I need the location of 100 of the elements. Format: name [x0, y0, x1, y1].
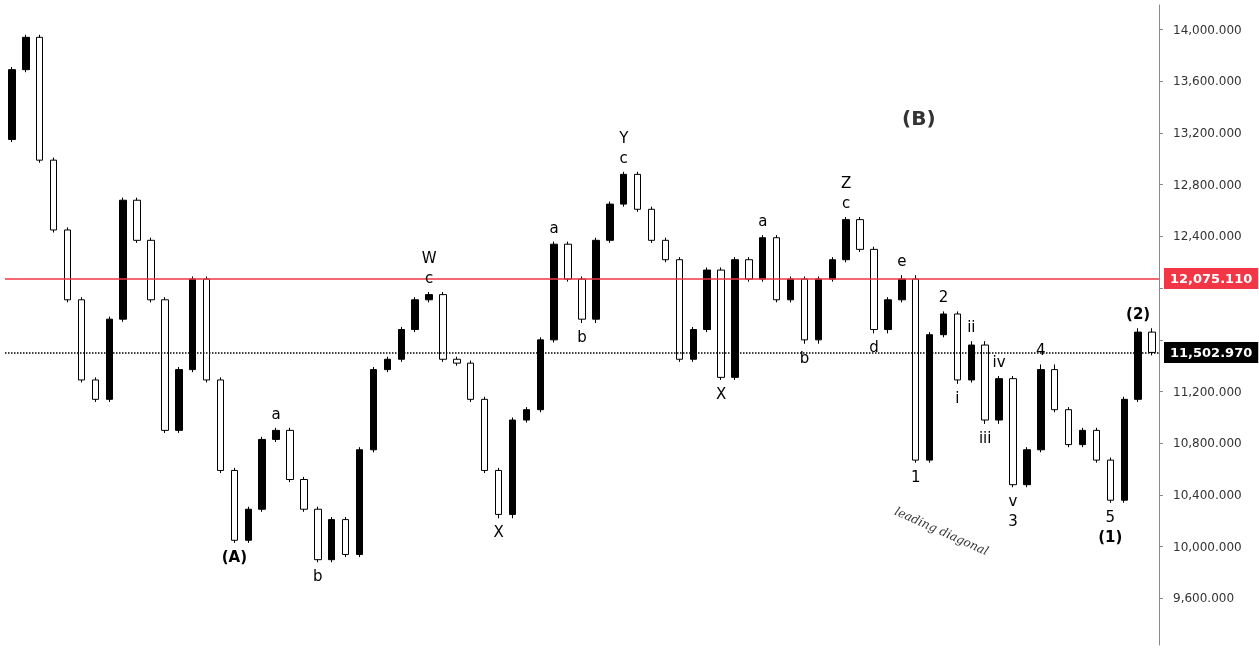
annotation: X [715, 384, 727, 403]
candlestick [870, 246, 878, 334]
annotation: iv [992, 353, 1006, 372]
annotation: b [313, 567, 323, 586]
candlestick [314, 506, 322, 563]
annotation: Z [841, 174, 852, 193]
candlestick [245, 506, 252, 544]
annotation: d [869, 338, 879, 357]
candlestick [22, 34, 30, 73]
annotation: (B) [902, 106, 936, 130]
annotation: 1 [910, 467, 921, 486]
candlestick [1051, 363, 1058, 413]
candlestick [898, 274, 906, 303]
annotation: a [758, 212, 768, 231]
candlestick [175, 366, 183, 434]
candlestick [370, 366, 377, 453]
candlestick [92, 376, 99, 403]
candlestick [509, 416, 516, 519]
candlestick [231, 467, 238, 544]
y-tick-label: 14,000.000 [1173, 22, 1242, 37]
candlestick [1121, 396, 1128, 504]
annotation: c [842, 194, 851, 213]
candlestick [592, 237, 600, 324]
candlestick [856, 216, 864, 253]
candlestick [1065, 406, 1072, 448]
ref-line-label: 11,502.970 [1170, 344, 1253, 360]
annotation: a [271, 404, 281, 423]
annotation: ii [967, 318, 976, 337]
y-tick-label: 13,600.000 [1173, 74, 1242, 89]
candlestick [842, 216, 850, 263]
annotation: (A) [221, 547, 248, 566]
y-tick-label: 10,400.000 [1173, 488, 1242, 503]
candlestick [411, 296, 419, 333]
candlestick [648, 206, 655, 244]
annotation: W [421, 249, 437, 268]
candlestick [1037, 363, 1045, 453]
candlestick [829, 256, 836, 283]
candlestick [884, 296, 892, 334]
candlestick [703, 266, 711, 333]
candlestick [356, 446, 363, 558]
candlestick [940, 310, 947, 338]
candlestick [662, 237, 669, 263]
candlestick [64, 226, 71, 303]
candlestick [425, 291, 433, 303]
y-tick-label: 12,800.000 [1173, 177, 1242, 192]
candlestick [550, 241, 558, 343]
candlestick [1079, 427, 1086, 448]
candlestick [217, 376, 224, 474]
candlestick [523, 406, 530, 424]
annotation: X [493, 523, 504, 542]
candlestick [300, 476, 308, 513]
candlestick [342, 516, 349, 558]
y-tick-label: 10,800.000 [1173, 436, 1242, 451]
annotation: Y [618, 128, 630, 147]
candlestick [272, 427, 280, 443]
candlestick [620, 171, 627, 208]
candlestick [147, 237, 155, 303]
candlestick [773, 234, 780, 303]
y-tick-label: 11,200.000 [1173, 384, 1242, 399]
candlestick [1093, 427, 1100, 464]
candlestick [384, 356, 391, 373]
candlestick [634, 171, 641, 213]
candlestick [745, 256, 753, 283]
annotation: v [1008, 492, 1018, 511]
candlestick [133, 197, 141, 244]
annotation: 2 [938, 288, 949, 307]
annotation: 3 [1008, 512, 1018, 531]
candlestick [578, 276, 586, 324]
annotation: e [897, 252, 907, 271]
candlestick [286, 427, 294, 483]
candlestick [50, 157, 57, 234]
annotation: 5 [1105, 507, 1116, 526]
annotation: (2) [1126, 305, 1151, 324]
annotation: 4 [1036, 341, 1046, 360]
candlestick [495, 467, 502, 519]
candlestick [119, 197, 127, 323]
candlestick [258, 436, 266, 513]
annotation: b [799, 348, 810, 367]
ref-line-label: 12,075.110 [1170, 270, 1253, 286]
candlestick [564, 241, 572, 283]
candlestick [1009, 375, 1017, 488]
candlestick [467, 360, 474, 403]
candlestick [8, 66, 16, 143]
candlestick [815, 276, 822, 345]
candlestick [1107, 457, 1114, 504]
candlestick [1023, 446, 1031, 488]
candlestick [759, 234, 766, 283]
y-tick-label: 12,400.000 [1173, 229, 1242, 244]
candlestick [606, 201, 614, 244]
annotation: (1) [1098, 527, 1123, 546]
candlestick [453, 356, 461, 367]
candlestick [481, 396, 488, 474]
candlestick [995, 375, 1003, 425]
annotation: b [577, 328, 587, 347]
candlestick [328, 516, 335, 563]
y-tick-label: 10,000.000 [1173, 539, 1242, 554]
candlestick [787, 276, 794, 303]
annotation: c [619, 148, 628, 167]
annotation: i [955, 388, 960, 407]
annotation: iii [978, 428, 992, 447]
